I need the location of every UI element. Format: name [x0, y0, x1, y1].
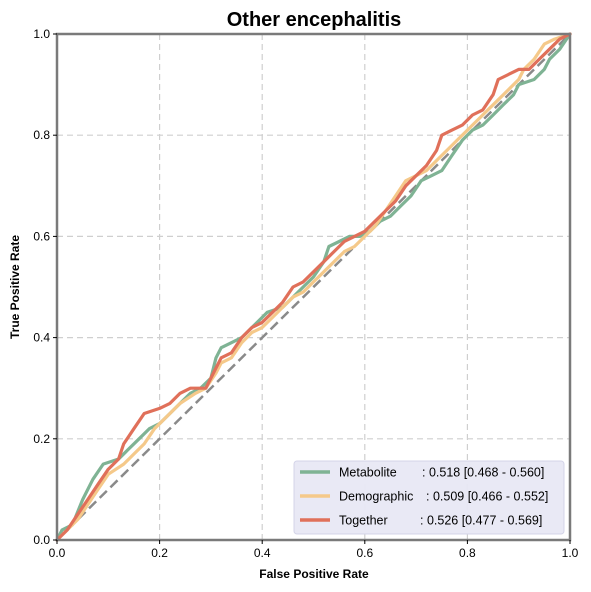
x-tick-label: 0.0	[49, 546, 66, 560]
x-tick-label: 0.4	[254, 546, 271, 560]
roc-line-together	[55, 32, 572, 542]
legend-auc-together: : 0.526 [0.477 - 0.569]	[420, 514, 542, 528]
roc-line-metabolite	[55, 32, 572, 542]
legend-auc-demographic: : 0.509 [0.466 - 0.552]	[426, 490, 548, 504]
x-tick-label: 0.8	[459, 546, 476, 560]
y-tick-label: 0.6	[33, 229, 50, 243]
y-tick-label: 0.2	[33, 432, 50, 446]
chance-diagonal-line	[56, 33, 571, 541]
legend-label-demographic: Demographic	[339, 490, 413, 504]
tick-layer: 0.0 0.2 0.4 0.6 0.8 1.0 0.0 0.2 0.4 0.6 0.8 1.0	[33, 27, 578, 560]
y-tick-label: 0.4	[33, 331, 50, 345]
y-axis-title: True Positive Rate	[8, 235, 22, 339]
x-tick-label: 1.0	[562, 546, 579, 560]
x-tick-label: 0.2	[151, 546, 168, 560]
x-tick-label: 0.6	[356, 546, 373, 560]
y-tick-label: 1.0	[33, 27, 50, 41]
x-axis-title: False Positive Rate	[259, 567, 369, 581]
roc-line-demographic	[55, 32, 572, 542]
legend-box	[293, 460, 565, 535]
legend-label-together: Together	[339, 514, 388, 528]
legend-auc-metabolite: : 0.518 [0.468 - 0.560]	[422, 466, 544, 480]
chart-title: Other encephalitis	[227, 9, 402, 31]
series-layer	[55, 32, 572, 542]
plot-frame	[55, 32, 572, 542]
y-tick-label: 0.0	[33, 533, 50, 547]
legend: Metabolite : 0.518 [0.468 - 0.560] Demogra…	[293, 460, 565, 535]
legend-label-metabolite: Metabolite	[339, 466, 397, 480]
y-tick-label: 0.8	[33, 128, 50, 142]
